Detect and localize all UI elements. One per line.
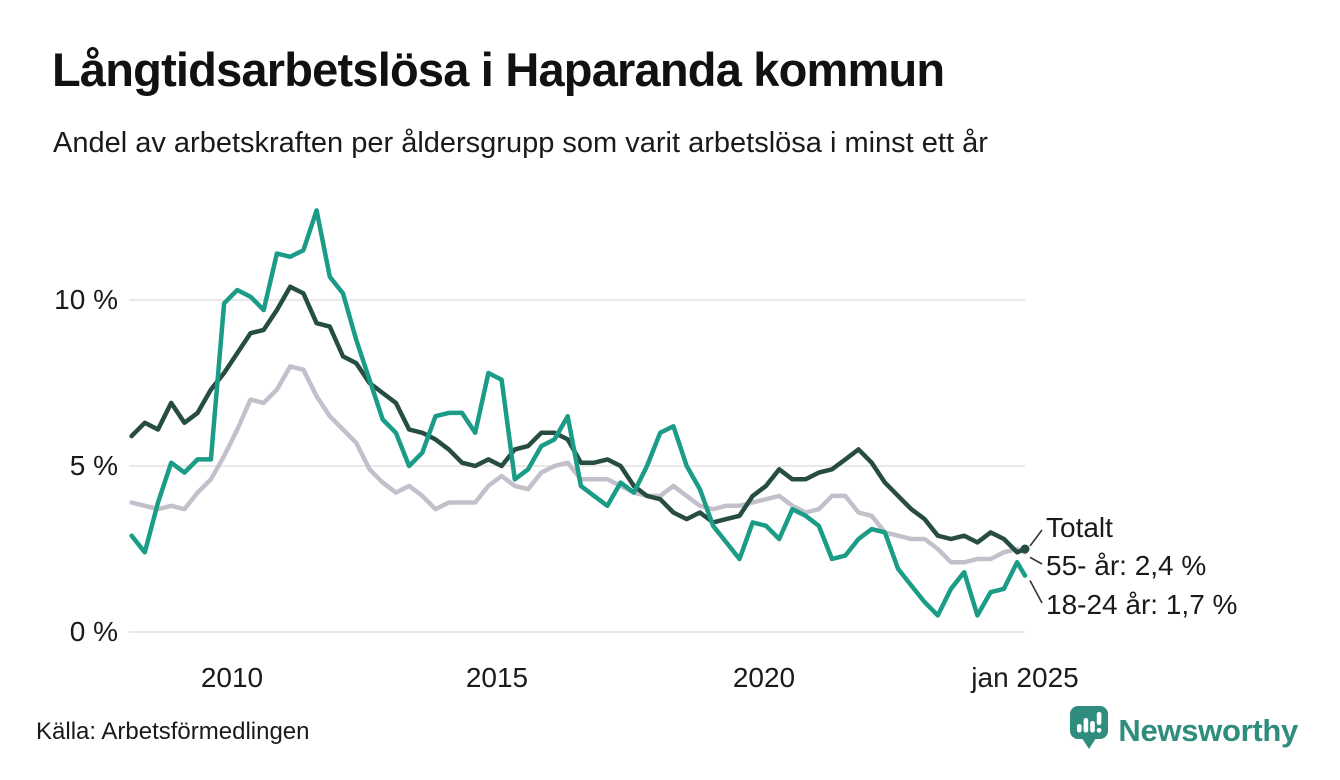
x-axis-tick-2020: 2020	[732, 662, 796, 693]
y-axis-tick-0: 0 %	[69, 616, 118, 647]
series-label-18-24: 18-24 år: 1,7 %	[1046, 589, 1238, 620]
page-title: Långtidsarbetslösa i Haparanda kommun	[52, 43, 945, 96]
x-axis-tick-2015: 2015	[465, 662, 529, 693]
page-subtitle: Andel av arbetskraften per åldersgrupp s…	[53, 127, 988, 159]
series-label-totalt: Totalt	[1046, 512, 1113, 543]
y-axis-tick-5: 5 %	[69, 450, 118, 481]
newsworthy-logo-text: Newsworthy	[1118, 712, 1298, 748]
bar-chart-bubble-icon	[1069, 705, 1109, 756]
newsworthy-logo: Newsworthy	[1069, 705, 1298, 756]
y-axis-tick-10: 10 %	[54, 284, 118, 315]
series-label-55-plus: 55- år: 2,4 %	[1046, 550, 1207, 581]
x-axis-tick-2010: 2010	[200, 662, 264, 693]
x-axis-tick-jan-2025: jan 2025	[971, 662, 1079, 693]
source-note: Källa: Arbetsförmedlingen	[36, 718, 310, 745]
